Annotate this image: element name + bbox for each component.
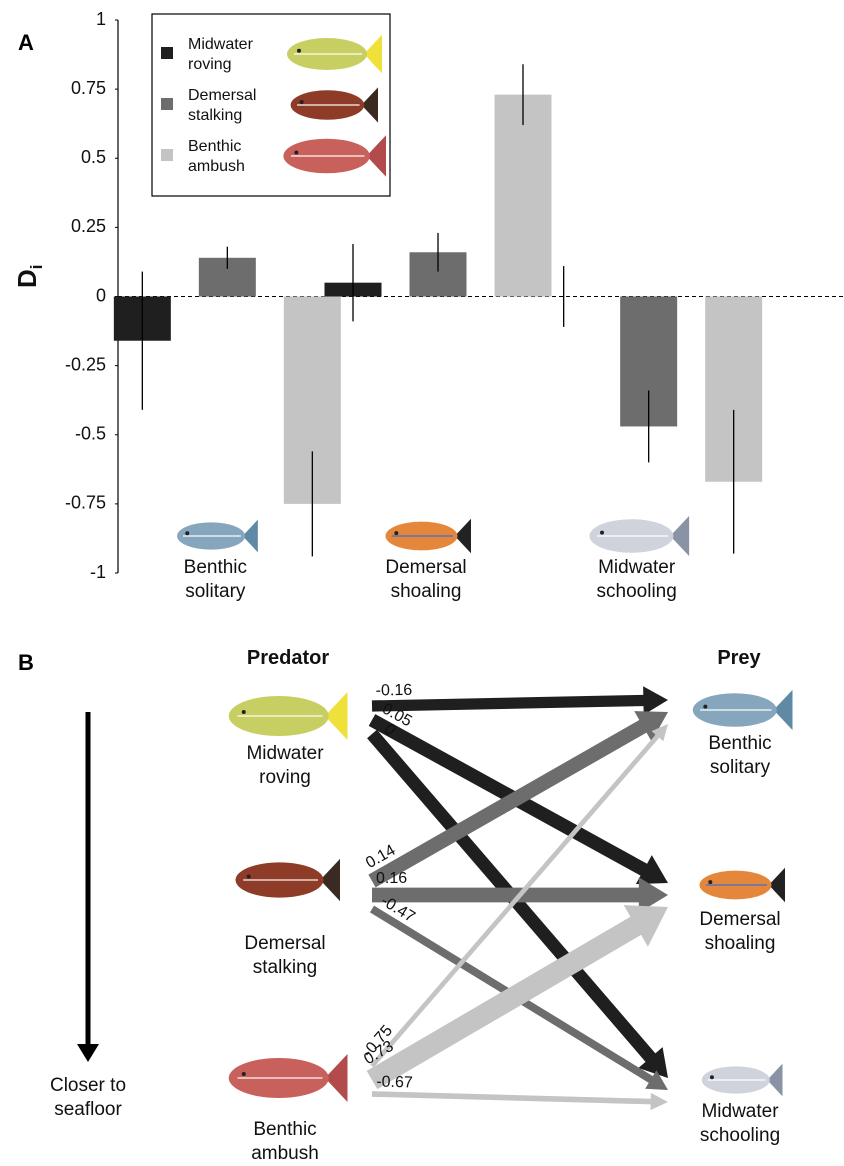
interaction-arrow <box>367 730 668 1078</box>
legend-swatch <box>161 98 173 110</box>
x-tick-label: Demersal shoaling <box>373 556 479 604</box>
y-tick-label: 1 <box>96 9 106 29</box>
fish-eye <box>242 1072 246 1076</box>
y-tick-label: -1 <box>90 562 106 582</box>
y-label-main: D <box>12 269 42 288</box>
page-body: A10.750.50.250-0.25-0.5-0.75-1B-0.160.05… <box>0 0 844 1166</box>
fish-eye <box>297 49 301 53</box>
arrow-value-label: -0.16 <box>376 682 413 700</box>
fish-eye <box>708 880 712 884</box>
page: {"chart_data": {"type": "bar", "panel_la… <box>0 0 844 1166</box>
prey-label: Benthic solitary <box>684 732 796 780</box>
fish-eye <box>394 531 398 535</box>
fish-eye <box>710 1075 714 1079</box>
fish-icon <box>236 859 341 901</box>
depth-arrow-head <box>77 1044 99 1062</box>
legend-label: Demersal stalking <box>188 86 272 126</box>
legend-label: Benthic ambush <box>188 137 272 177</box>
y-tick-label: 0.75 <box>71 78 106 98</box>
fish-icon <box>589 516 689 556</box>
fish-eye <box>600 531 604 535</box>
legend-swatch <box>161 47 173 59</box>
x-tick-label: Benthic solitary <box>167 556 263 604</box>
fish-eye <box>300 100 304 104</box>
prey-label: Midwater schooling <box>684 1100 796 1148</box>
y-tick-label: 0 <box>96 285 106 305</box>
arrow-value-label: -0.67 <box>376 1074 413 1092</box>
fish-icon <box>177 520 258 553</box>
y-tick-label: 0.25 <box>71 216 106 236</box>
y-tick-label: -0.75 <box>65 493 106 513</box>
fish-eye <box>294 151 298 155</box>
fish-eye <box>247 874 251 878</box>
column-header: Prey <box>689 646 789 671</box>
fish-icon <box>700 868 786 903</box>
column-header: Predator <box>218 646 358 671</box>
legend-swatch <box>161 149 173 161</box>
fish-eye <box>703 705 707 709</box>
fish-icon <box>702 1064 783 1097</box>
interaction-arrow <box>372 1091 668 1110</box>
interaction-arrow <box>372 686 668 714</box>
fish-eye <box>242 710 246 714</box>
y-axis-label: Di <box>11 251 47 301</box>
predator-label: Demersal stalking <box>230 932 340 980</box>
predator-label: Benthic ambush <box>230 1118 340 1166</box>
x-tick-label: Midwater schooling <box>581 556 693 604</box>
fish-icon <box>386 519 472 554</box>
panel-label: B <box>18 650 34 675</box>
legend-label: Midwater roving <box>188 35 272 75</box>
prey-label: Demersal shoaling <box>684 908 796 956</box>
fish-eye <box>185 531 189 535</box>
panel-label: A <box>18 30 34 55</box>
y-tick-label: -0.25 <box>65 354 106 374</box>
y-tick-label: 0.5 <box>81 147 106 167</box>
fish-icon <box>229 1054 348 1102</box>
fish-icon <box>693 690 793 730</box>
y-tick-label: -0.5 <box>75 424 106 444</box>
y-label-subscript: i <box>27 264 46 269</box>
depth-label: Closer to seafloor <box>33 1074 143 1122</box>
arrow-value-label: 0.16 <box>376 870 407 887</box>
predator-label: Midwater roving <box>230 742 340 790</box>
fish-icon <box>229 692 348 740</box>
